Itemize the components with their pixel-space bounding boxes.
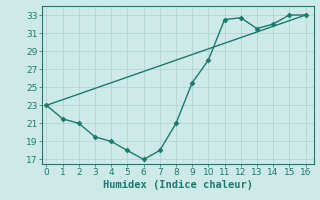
X-axis label: Humidex (Indice chaleur): Humidex (Indice chaleur) [103,180,252,190]
